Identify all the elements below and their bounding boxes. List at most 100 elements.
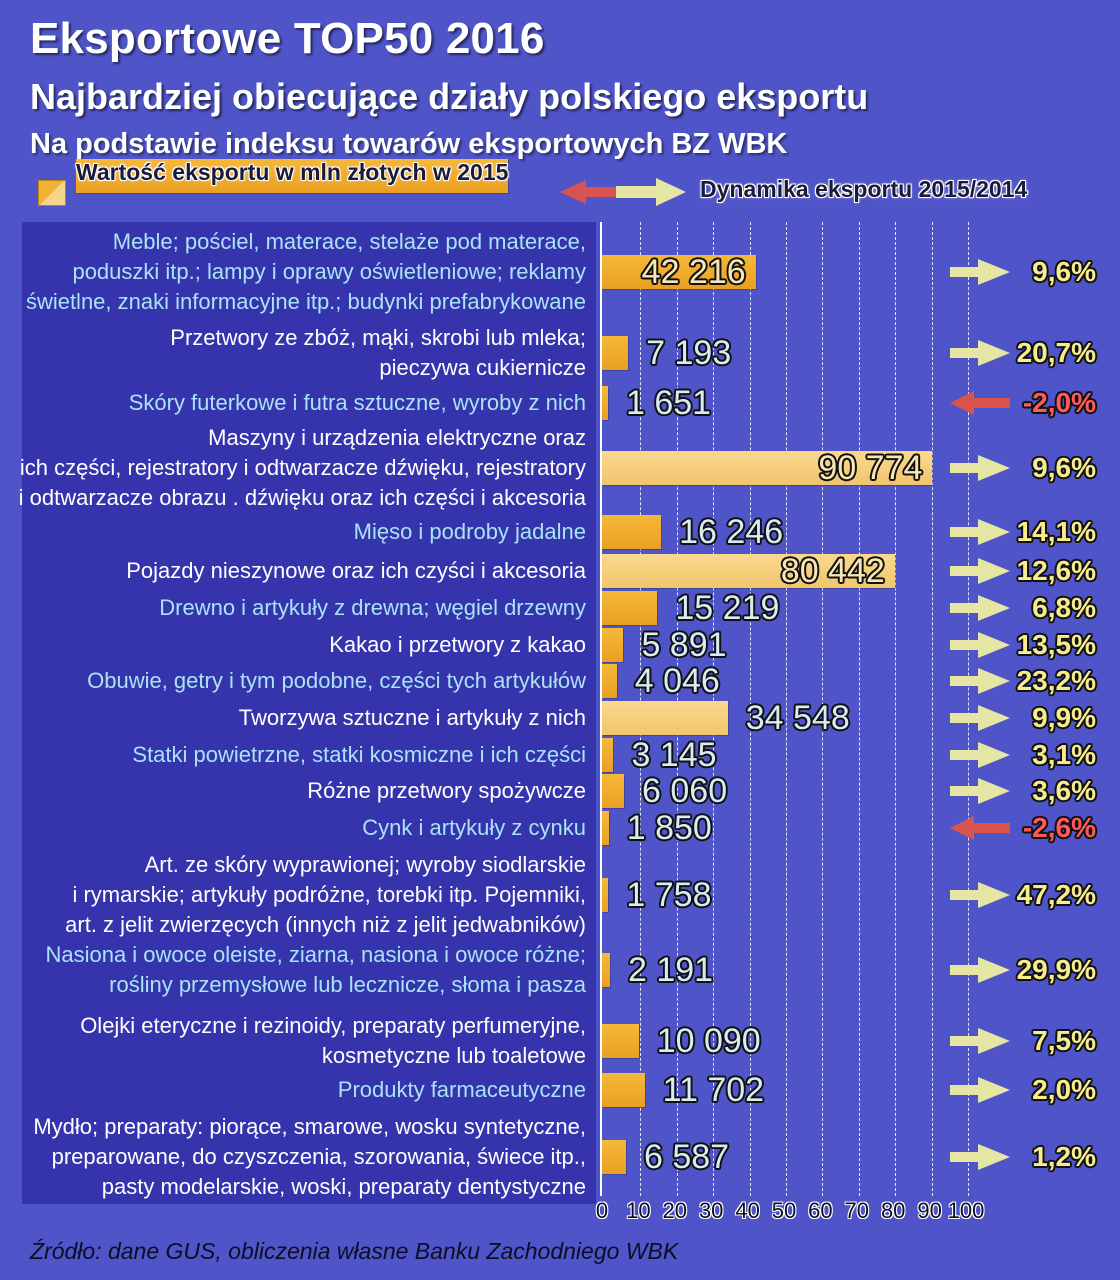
category-label: Kakao i przetwory z kakao xyxy=(329,632,586,657)
positive-dynamics-arrow-icon xyxy=(950,595,1010,621)
value-label: 4 046 xyxy=(634,662,720,700)
value-label: 15 219 xyxy=(675,589,780,627)
value-label: 3 145 xyxy=(631,736,717,774)
bar xyxy=(602,1140,626,1174)
positive-dynamics-arrow-icon xyxy=(950,778,1010,804)
dynamics-label: 9,6% xyxy=(1032,452,1096,483)
legend-arrows-icon xyxy=(560,178,686,206)
category-label: Nasiona i owoce oleiste, ziarna, nasiona… xyxy=(45,942,586,997)
category-label: Drewno i artykuły z drewna; węgiel drzew… xyxy=(159,595,586,620)
gridline xyxy=(895,222,897,1196)
x-tick-label: 60 xyxy=(808,1198,833,1223)
category-label: Olejki eteryczne i rezinoidy, preparaty … xyxy=(80,1013,586,1068)
positive-dynamics-arrow-icon xyxy=(950,558,1010,584)
x-tick-label: 10 xyxy=(626,1198,651,1223)
gridline xyxy=(822,222,824,1196)
category-label: Obuwie, getry i tym podobne, części tych… xyxy=(87,668,586,693)
bar xyxy=(602,591,658,625)
negative-dynamics-arrow-icon xyxy=(950,391,1010,415)
bar xyxy=(602,701,728,735)
dynamics-label: 23,2% xyxy=(1016,665,1096,696)
positive-dynamics-arrow-icon xyxy=(950,668,1010,694)
category-label: Meble; pościel, materace, stelaże pod ma… xyxy=(25,229,586,314)
dynamics-label: 9,9% xyxy=(1032,702,1096,733)
dynamics-label: 9,6% xyxy=(1032,256,1096,287)
bar xyxy=(602,664,617,698)
value-label: 11 702 xyxy=(662,1071,765,1109)
category-label: Różne przetwory spożywcze xyxy=(307,778,586,803)
dynamics-label: 3,6% xyxy=(1032,775,1096,806)
value-label: 1 651 xyxy=(626,384,712,422)
category-label: Skóry futerkowe i futra sztuczne, wyroby… xyxy=(128,390,586,415)
dynamics-label: 3,1% xyxy=(1032,739,1096,770)
dynamics-label: -2,0% xyxy=(1022,387,1096,418)
category-label: Tworzywa sztuczne i artykuły z nich xyxy=(238,705,586,730)
dynamics-label: 6,8% xyxy=(1032,592,1096,623)
bar xyxy=(602,515,662,549)
positive-dynamics-arrow-icon xyxy=(950,882,1010,908)
bar xyxy=(602,738,614,772)
source-note: Źródło: dane GUS, obliczenia własne Bank… xyxy=(30,1238,679,1264)
positive-dynamics-arrow-icon xyxy=(950,632,1010,658)
bar xyxy=(602,953,610,987)
bar xyxy=(602,811,609,845)
gridline xyxy=(931,222,933,1196)
x-tick-label: 100 xyxy=(947,1198,985,1223)
positive-dynamics-arrow-icon xyxy=(950,957,1010,983)
dynamics-label: 29,9% xyxy=(1016,954,1096,985)
positive-dynamics-arrow-icon xyxy=(950,705,1010,731)
x-tick-label: 20 xyxy=(662,1198,688,1223)
negative-dynamics-arrow-icon xyxy=(950,816,1010,840)
dynamics-label: 7,5% xyxy=(1032,1025,1096,1056)
value-label: 2 191 xyxy=(627,951,714,989)
bar xyxy=(602,878,609,912)
positive-dynamics-arrow-icon xyxy=(950,1077,1010,1103)
chart-title: Eksportowe TOP50 2016 xyxy=(30,14,545,63)
bar xyxy=(602,554,895,588)
dynamics-label: 2,0% xyxy=(1032,1074,1096,1105)
value-label: 1 758 xyxy=(626,876,712,914)
positive-dynamics-arrow-icon xyxy=(950,259,1010,285)
positive-dynamics-arrow-icon xyxy=(950,455,1010,481)
dynamics-label: 47,2% xyxy=(1016,879,1096,910)
gridline xyxy=(968,222,969,1196)
bar xyxy=(602,451,933,485)
value-label: 16 246 xyxy=(679,513,784,551)
chart-subtitle-secondary: Na podstawie indeksu towarów eksportowyc… xyxy=(30,128,788,160)
positive-dynamics-arrow-icon xyxy=(950,1028,1010,1054)
positive-dynamics-arrow-icon xyxy=(950,340,1010,366)
positive-dynamics-arrow-icon xyxy=(950,1144,1010,1170)
positive-dynamics-arrow-icon xyxy=(950,742,1010,768)
x-tick-label: 40 xyxy=(735,1198,760,1223)
x-tick-label: 80 xyxy=(880,1198,906,1223)
value-label: 6 060 xyxy=(642,772,728,810)
bar xyxy=(602,386,608,420)
bar xyxy=(602,255,756,289)
legend-negative-arrow-icon xyxy=(560,180,630,204)
category-label: Mięso i podroby jadalne xyxy=(353,519,586,544)
legend-positive-arrow-icon xyxy=(616,178,686,206)
chart-subtitle: Najbardziej obiecujące działy polskiego … xyxy=(30,76,869,117)
value-label: 90 774 xyxy=(818,449,923,487)
legend-bar-label: Wartość eksportu w mln złotych w 2015 xyxy=(76,159,509,193)
x-tick-label: 90 xyxy=(917,1198,942,1223)
dynamics-label: 14,1% xyxy=(1016,516,1096,547)
category-label: Produkty farmaceutyczne xyxy=(337,1077,586,1102)
gridline xyxy=(858,222,860,1196)
value-label: 1 850 xyxy=(626,809,712,847)
dynamics-label: 13,5% xyxy=(1016,629,1096,660)
legend-bar-swatch xyxy=(38,180,66,206)
category-label: Cynk i artykuły z cynku xyxy=(362,815,586,840)
x-tick-label: 50 xyxy=(771,1198,797,1223)
bar xyxy=(602,628,624,662)
positive-dynamics-arrow-icon xyxy=(950,519,1010,545)
legend-dynamics-label: Dynamika eksportu 2015/2014 xyxy=(700,176,1028,202)
bar xyxy=(602,1073,645,1107)
x-tick-label: 30 xyxy=(698,1198,724,1223)
dynamics-label: 1,2% xyxy=(1032,1141,1096,1172)
value-label: 6 587 xyxy=(643,1138,730,1176)
category-label-panel xyxy=(22,222,596,1204)
value-label: 80 442 xyxy=(780,552,885,590)
category-label: Statki powietrzne, statki kosmiczne i ic… xyxy=(132,742,586,767)
category-label: Mydło; preparaty: piorące, smarowe, wosk… xyxy=(33,1114,586,1199)
